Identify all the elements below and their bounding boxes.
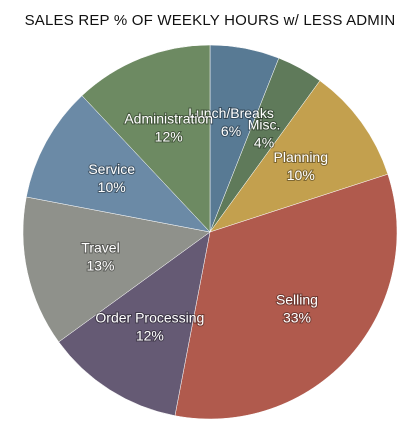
slice-label-travel: Travel <box>81 239 119 255</box>
slice-label-selling: Selling <box>276 292 318 308</box>
slice-value-travel: 13% <box>86 257 114 273</box>
slice-value-service: 10% <box>98 179 126 195</box>
pie-slice-order-processing <box>58 231 211 416</box>
slice-value-order-processing: 12% <box>136 328 164 344</box>
pie-labels: Lunch/Breaks 6% Misc. 4%Planning 10% Selling 3… <box>80 104 329 345</box>
slice-label-lunch-breaks: Lunch/Breaks <box>188 105 274 121</box>
slice-value-selling: 33% <box>283 310 311 326</box>
slice-label-misc: Misc. <box>248 117 281 133</box>
slice-label-planning: Planning <box>274 149 329 165</box>
slice-value-administration: 12% <box>155 129 183 145</box>
pie-slice-administration <box>81 44 211 233</box>
slice-label-administration: Administration <box>124 111 213 127</box>
pie-slice-travel <box>22 196 211 343</box>
slice-value-planning: 10% <box>287 167 315 183</box>
chart-title: SALES REP % OF WEEKLY HOURS w/ LESS ADMI… <box>24 12 396 29</box>
pie-slice-service <box>26 95 211 233</box>
slice-value-misc: 4% <box>254 135 274 151</box>
pie-slices <box>22 44 398 420</box>
slice-value-lunch-breaks: 6% <box>221 123 241 139</box>
slice-label-order-processing: Order Processing <box>95 310 204 326</box>
pie-slice-selling <box>174 173 398 420</box>
slice-label-service: Service <box>88 161 135 177</box>
pie-slice-planning <box>209 80 389 233</box>
